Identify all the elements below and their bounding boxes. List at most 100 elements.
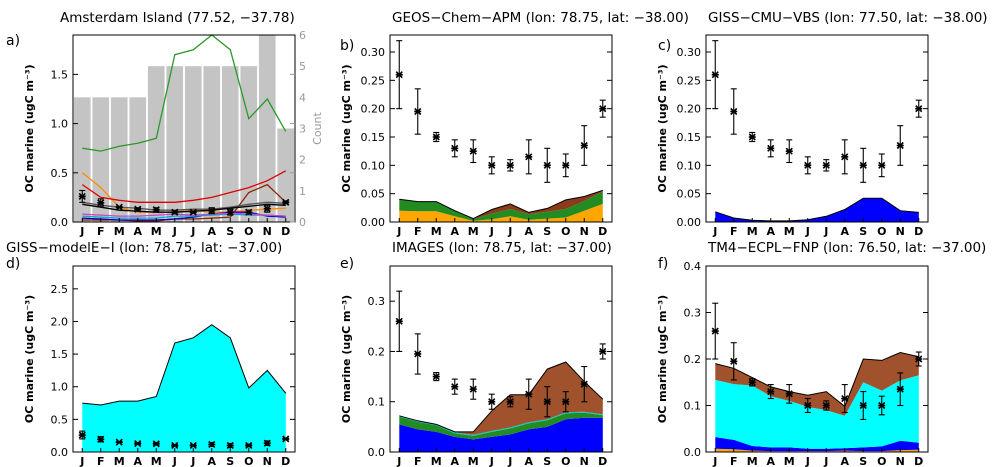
x-tick-label: S — [859, 225, 867, 238]
count-bar — [184, 66, 202, 223]
y-tick-label: 0.2 — [684, 353, 702, 366]
x-tick-label: A — [840, 455, 849, 467]
line-series — [81, 170, 287, 203]
x-tick-label: O — [877, 455, 886, 467]
y-tick-label: 0.00 — [361, 216, 386, 229]
chart-title: TM4−ECPL−FNP (lon: 76.50, lat: −37.00) — [707, 240, 986, 256]
count-bar — [129, 97, 147, 222]
observation-point — [488, 161, 496, 169]
count-bar — [73, 97, 91, 222]
x-tick-label: M — [114, 225, 125, 238]
y-tick-label: 0.0 — [51, 446, 69, 459]
x-tick-label: M — [747, 225, 758, 238]
y-axis-label: OC marine (ugC m⁻³) — [23, 295, 36, 423]
x-tick-label: O — [244, 225, 253, 238]
area-series — [399, 411, 603, 436]
observation-point — [785, 147, 793, 155]
area-series — [399, 203, 603, 222]
x-tick-label: A — [524, 455, 533, 467]
x-tick-label: D — [914, 455, 923, 467]
y-tick-label: 0.0 — [684, 446, 702, 459]
area-series — [399, 191, 603, 221]
x-tick-label: A — [766, 455, 775, 467]
observation-point — [97, 435, 105, 443]
y2-tick-label: 1 — [299, 185, 306, 198]
panel-label: b) — [340, 38, 354, 54]
observation-point — [189, 441, 197, 450]
observation-point — [785, 390, 793, 398]
x-tick-label: J — [823, 455, 828, 467]
panel-label: f) — [658, 256, 668, 272]
y-tick-label: 0.1 — [684, 400, 702, 413]
plot-frame — [72, 34, 296, 223]
observation-point — [822, 401, 830, 410]
x-tick-label: A — [524, 225, 533, 238]
observation-point — [134, 439, 142, 448]
y-axis-label: OC marine (ugC m⁻³) — [340, 64, 353, 192]
observation-point — [599, 347, 607, 356]
y-tick-label: 0.0 — [51, 216, 69, 229]
count-bar — [240, 66, 258, 223]
observation-point — [263, 205, 271, 213]
panel-label: c) — [658, 38, 671, 54]
observation-point — [878, 401, 886, 410]
observation-point — [730, 107, 738, 116]
observation-point — [78, 192, 86, 200]
x-tick-label: J — [190, 225, 195, 238]
count-bar — [166, 66, 184, 223]
y-tick-label: 0.3 — [684, 307, 702, 320]
observation-point — [432, 373, 440, 381]
observation-point — [97, 199, 105, 207]
x-tick-label: F — [730, 455, 738, 467]
y-tick-label: 0.15 — [361, 131, 386, 144]
x-tick-label: J — [79, 455, 84, 467]
observation-point — [78, 431, 86, 439]
panel-label: e) — [340, 256, 354, 272]
x-tick-label: F — [97, 225, 105, 238]
area-outline — [715, 197, 919, 222]
count-bar — [110, 97, 128, 222]
area-series — [399, 412, 603, 440]
x-tick-label: J — [712, 455, 717, 467]
x-tick-label: N — [263, 455, 272, 467]
y-axis-label: OC marine (ugC m⁻³) — [340, 295, 353, 423]
x-tick-label: J — [172, 225, 177, 238]
area-series — [399, 417, 603, 452]
x-tick-label: F — [97, 455, 105, 467]
x-tick-label: M — [151, 225, 162, 238]
panel-label: d) — [6, 256, 20, 272]
y-tick-label: 0.30 — [361, 46, 386, 59]
y-tick-label: 0.05 — [361, 188, 386, 201]
observation-point — [599, 105, 607, 113]
x-tick-label: M — [747, 455, 758, 467]
y-tick-label: 0.20 — [677, 103, 702, 116]
observation-point — [226, 441, 234, 450]
observation-point — [395, 317, 403, 325]
observation-point — [562, 161, 570, 169]
x-tick-label: N — [580, 225, 589, 238]
observation-point — [878, 161, 886, 169]
x-tick-label: S — [859, 455, 867, 467]
y-axis-label: OC marine (ugC m⁻³) — [656, 295, 669, 423]
x-tick-label: F — [730, 225, 738, 238]
panel-4: J F M A M J J A S O N D0.00.51.01.52.02.5OC marine … — [6, 240, 296, 467]
observation-point — [226, 208, 234, 216]
count-bar — [221, 66, 239, 223]
area-series — [82, 324, 286, 452]
y-tick-label: 0.30 — [677, 46, 702, 59]
observation-point — [152, 440, 160, 448]
observation-point — [134, 205, 142, 213]
count-bar — [92, 97, 110, 222]
plot-frame — [72, 265, 296, 453]
observation-point — [543, 161, 551, 169]
observation-point — [245, 208, 253, 216]
x-tick-label: D — [281, 225, 290, 238]
plot-frame — [705, 34, 929, 223]
chart-title: Amsterdam Island (77.52, −37.78) — [60, 10, 295, 26]
x-tick-label: A — [207, 225, 216, 238]
observation-point — [171, 441, 179, 450]
y-tick-label: 0.10 — [361, 159, 386, 172]
x-tick-label: J — [823, 225, 828, 238]
x-tick-label: J — [172, 455, 177, 467]
